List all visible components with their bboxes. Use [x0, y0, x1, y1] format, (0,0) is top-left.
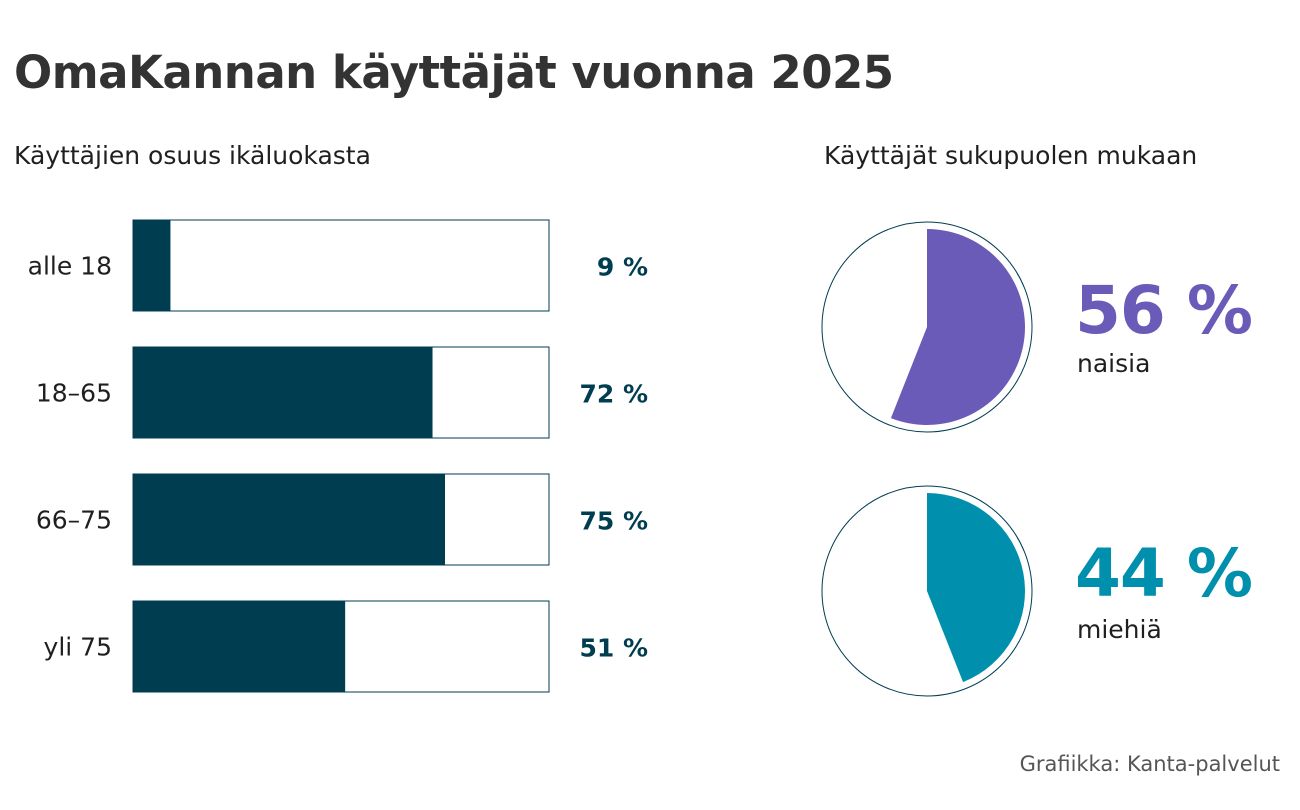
bar-1 — [133, 347, 433, 438]
bar-chart-title: Käyttäjien osuus ikäluokasta — [14, 141, 371, 170]
bar-2 — [133, 474, 445, 565]
bar-category-label: 66–75 — [36, 506, 112, 535]
pie-slice-naisia — [890, 229, 1025, 425]
pie-slice-label: naisia — [1077, 349, 1150, 378]
pie-value-label: 56 % — [1075, 272, 1252, 349]
pie-slice-label: miehiä — [1077, 615, 1162, 644]
pie-chart-title: Käyttäjät sukupuolen mukaan — [824, 141, 1198, 170]
credit-text: Grafiikka: Kanta-palvelut — [1019, 752, 1280, 776]
page-title: OmaKannan käyttäjät vuonna 2025 — [14, 46, 894, 99]
bar-category-label: 18–65 — [36, 379, 112, 408]
bar-3 — [133, 601, 346, 692]
bar-value-label: 75 % — [579, 507, 648, 536]
bar-value-label: 9 % — [597, 253, 648, 282]
bar-value-label: 72 % — [579, 380, 648, 409]
bar-category-label: alle 18 — [28, 252, 112, 281]
pie-value-label: 44 % — [1075, 535, 1252, 612]
pie-slice-miehiä — [927, 493, 1026, 683]
bar-0 — [133, 220, 171, 311]
bar-track — [132, 219, 550, 312]
bar-value-label: 51 % — [579, 634, 648, 663]
bar-category-label: yli 75 — [44, 633, 112, 662]
